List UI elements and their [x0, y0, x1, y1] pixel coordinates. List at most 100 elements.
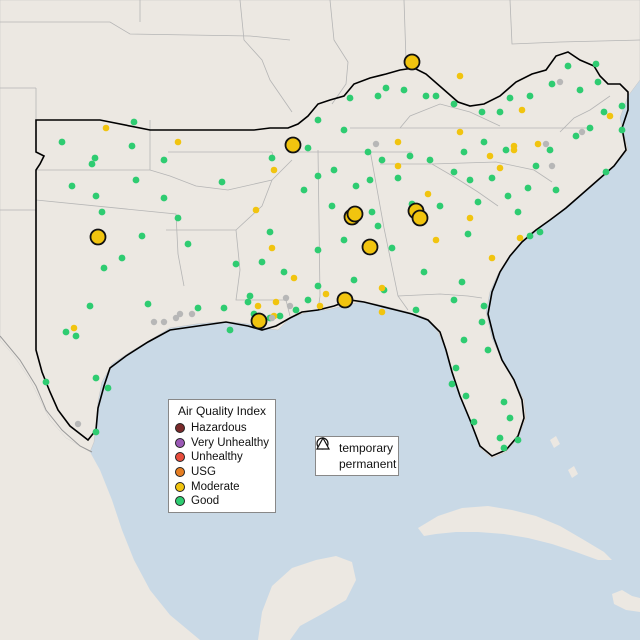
good-marker: [194, 304, 202, 312]
no-data-marker: [282, 294, 290, 302]
good-marker: [450, 296, 458, 304]
state-borders: [0, 0, 640, 317]
good-marker: [100, 264, 108, 272]
good-marker: [526, 92, 534, 100]
temporary-monitor-marker[interactable]: [361, 238, 379, 256]
good-marker: [226, 326, 234, 334]
good-marker: [500, 444, 508, 452]
moderate-marker: [252, 206, 260, 214]
good-marker: [374, 92, 382, 100]
good-marker: [68, 182, 76, 190]
legend-item-very-unhealthy: Very Unhealthy: [169, 436, 275, 451]
good-marker: [412, 306, 420, 314]
good-marker: [460, 336, 468, 344]
moderate-marker: [488, 254, 496, 262]
good-marker: [400, 86, 408, 94]
good-marker: [258, 258, 266, 266]
good-marker: [364, 148, 372, 156]
temporary-monitor-marker[interactable]: [411, 209, 429, 227]
temporary-monitor-marker[interactable]: [346, 205, 364, 223]
moderate-marker: [456, 72, 464, 80]
land-yucatan: [258, 556, 356, 640]
good-marker: [86, 302, 94, 310]
moderate-marker: [432, 236, 440, 244]
good-marker: [506, 94, 514, 102]
good-marker: [91, 154, 99, 162]
good-marker: [220, 304, 228, 312]
temporary-monitor-marker[interactable]: [336, 291, 354, 309]
good-marker: [98, 208, 106, 216]
legend-label: Hazardous: [191, 422, 247, 435]
good-marker: [496, 108, 504, 116]
good-marker: [470, 418, 478, 426]
legend-item-permanent: permanent: [316, 437, 398, 472]
legend-item-good: Good: [169, 494, 275, 509]
land-bahamas: [550, 436, 578, 478]
no-data-marker: [286, 302, 294, 310]
legend-item-hazardous: Hazardous: [169, 421, 275, 436]
good-marker: [218, 178, 226, 186]
good-marker: [266, 228, 274, 236]
good-marker: [514, 436, 522, 444]
moderate-swatch: [175, 481, 185, 492]
no-data-marker: [372, 140, 380, 148]
good-marker: [526, 232, 534, 240]
no-data-marker: [160, 318, 168, 326]
no-data-marker: [176, 310, 184, 318]
good-marker: [394, 174, 402, 182]
moderate-marker: [394, 138, 402, 146]
temporary-monitor-marker[interactable]: [403, 53, 421, 71]
good-marker: [160, 156, 168, 164]
moderate-marker: [316, 302, 324, 310]
good-marker: [488, 174, 496, 182]
good-marker: [548, 80, 556, 88]
good-marker: [524, 184, 532, 192]
unhealthy-swatch: [175, 452, 185, 463]
good-marker: [144, 300, 152, 308]
usg-swatch: [175, 467, 185, 478]
good-marker: [128, 142, 136, 150]
good-marker: [452, 364, 460, 372]
good-marker: [314, 282, 322, 290]
good-marker: [426, 156, 434, 164]
good-marker: [460, 148, 468, 156]
good-marker: [450, 168, 458, 176]
good-marker: [458, 278, 466, 286]
legend-label: Moderate: [191, 480, 240, 493]
moderate-marker: [322, 290, 330, 298]
temporary-monitor-marker[interactable]: [250, 312, 268, 330]
good-marker: [618, 102, 626, 110]
good-marker: [500, 398, 508, 406]
good-marker: [328, 202, 336, 210]
land-mexico: [0, 340, 200, 640]
good-marker: [92, 428, 100, 436]
temporary-monitor-markers[interactable]: [89, 53, 429, 330]
no-data-marker: [578, 128, 586, 136]
no-data-markers: [74, 78, 586, 428]
moderate-marker: [456, 128, 464, 136]
monitor-type-legend: temporary permanent: [315, 436, 399, 476]
good-marker: [174, 214, 182, 222]
legend-item-usg: USG: [169, 465, 275, 480]
good-marker: [586, 124, 594, 132]
good-marker: [466, 176, 474, 184]
triangle-icon: [316, 437, 334, 471]
moderate-marker: [510, 146, 518, 154]
good-marker: [576, 86, 584, 94]
moderate-marker: [102, 124, 110, 132]
no-data-marker: [556, 78, 564, 86]
good-marker: [378, 156, 386, 164]
good-marker: [478, 108, 486, 116]
good-marker: [532, 162, 540, 170]
moderate-marker: [496, 164, 504, 172]
good-marker: [480, 138, 488, 146]
good-marker: [304, 144, 312, 152]
good-swatch: [175, 496, 185, 507]
good-marker: [232, 260, 240, 268]
temporary-monitor-marker[interactable]: [284, 136, 302, 154]
good-marker: [330, 166, 338, 174]
temporary-monitor-marker[interactable]: [89, 228, 107, 246]
moderate-marker: [378, 308, 386, 316]
